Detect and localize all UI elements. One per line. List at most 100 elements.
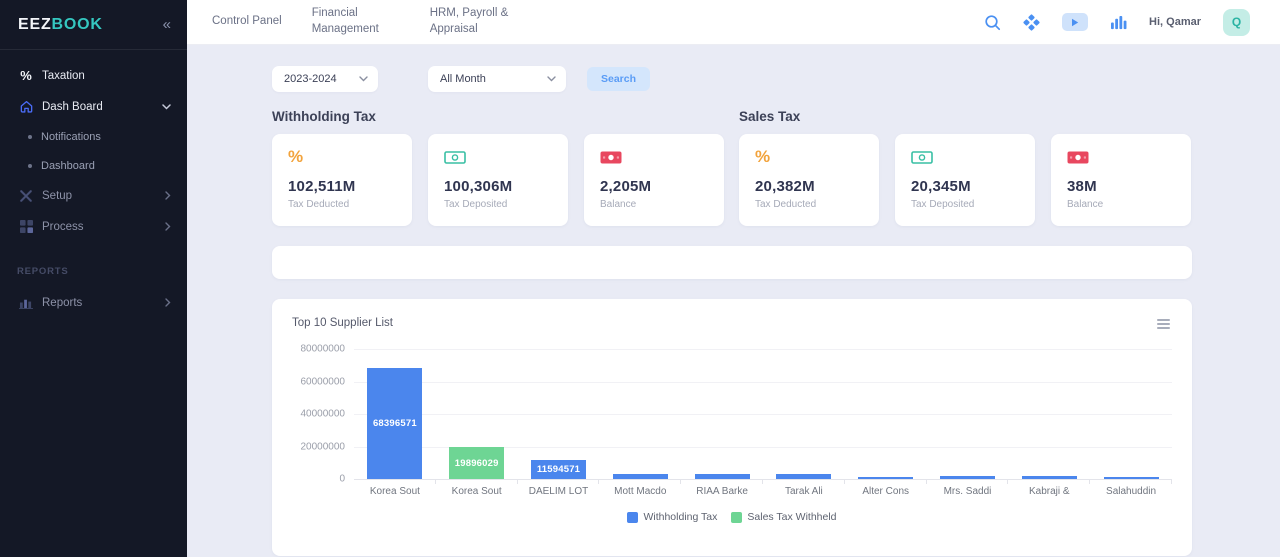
x-axis-category-label: Tarak Ali bbox=[763, 486, 845, 497]
sidebar-section-label: REPORTS bbox=[0, 242, 187, 287]
legend-swatch bbox=[627, 512, 638, 523]
chart-category-cell bbox=[845, 349, 927, 479]
bar-value-label: 19896029 bbox=[449, 458, 504, 469]
banknote-red-icon bbox=[600, 148, 708, 166]
chart-category-cell bbox=[763, 349, 845, 479]
percent-icon: % bbox=[18, 68, 34, 84]
tab-hrm-payroll-appraisal[interactable]: HRM, Payroll & Appraisal bbox=[430, 6, 518, 37]
bullet-icon bbox=[28, 164, 32, 168]
stat-card-tax-deducted: %20,382MTax Deducted bbox=[739, 134, 879, 226]
sidebar-item-label: REPORTS bbox=[17, 266, 69, 277]
stat-label: Tax Deposited bbox=[444, 199, 552, 210]
apps-icon[interactable] bbox=[1023, 14, 1040, 31]
stats-row: Withholding Tax%102,511MTax Deducted100,… bbox=[272, 109, 1192, 226]
chart-title: Top 10 Supplier List bbox=[292, 317, 393, 329]
y-axis-tick-label: 60000000 bbox=[301, 376, 346, 387]
bar-chart: 8000000060000000400000002000000006839657… bbox=[354, 349, 1172, 497]
sidebar-subitem-notifications[interactable]: Notifications bbox=[0, 122, 187, 151]
stat-label: Tax Deposited bbox=[911, 199, 1019, 210]
filter-row: 2023-2024 All Month Search bbox=[272, 66, 1192, 92]
bar-daelim-lot: 11594571 bbox=[531, 460, 586, 479]
search-button[interactable]: Search bbox=[587, 67, 650, 91]
percent-orange-icon: % bbox=[755, 148, 863, 166]
chart-category-cell bbox=[1090, 349, 1172, 479]
month-select[interactable]: All Month bbox=[428, 66, 566, 92]
user-greeting: Hi, Qamar bbox=[1149, 16, 1201, 28]
chart-category-cell bbox=[927, 349, 1009, 479]
chart-header: Top 10 Supplier List bbox=[292, 317, 1172, 331]
x-axis-category-label: Mott Macdo bbox=[599, 486, 681, 497]
x-axis-category-label: DAELIM LOT bbox=[518, 486, 600, 497]
banknote-red-icon bbox=[1067, 148, 1175, 166]
grid-icon bbox=[18, 219, 34, 235]
top-header: Control Panel Financial Management HRM, Pa… bbox=[187, 0, 1280, 45]
section-title: Withholding Tax bbox=[272, 109, 724, 124]
sidebar-item-label: Reports bbox=[42, 297, 165, 309]
chart-category-cell bbox=[1008, 349, 1090, 479]
bar-riaa-barke bbox=[695, 474, 750, 479]
bar-chart-icon bbox=[18, 295, 34, 311]
chart-category-cell: 68396571 bbox=[354, 349, 436, 479]
x-axis-category-label: Korea Sout bbox=[436, 486, 518, 497]
bar-tarak-ali bbox=[776, 474, 831, 479]
year-select[interactable]: 2023-2024 bbox=[272, 66, 378, 92]
tools-icon bbox=[18, 188, 34, 204]
legend-item-withholding-tax[interactable]: Withholding Tax bbox=[627, 511, 717, 523]
sidebar-item-label: Taxation bbox=[42, 70, 171, 82]
sidebar-logo-row: EEZBOOK « bbox=[0, 0, 187, 50]
sidebar-item-label: Dash Board bbox=[42, 101, 162, 113]
tab-financial-management[interactable]: Financial Management bbox=[312, 6, 400, 37]
bar-korea-sout: 68396571 bbox=[367, 368, 422, 479]
stat-card-balance: 2,205MBalance bbox=[584, 134, 724, 226]
bar-korea-sout: 19896029 bbox=[449, 447, 504, 479]
card-row: %20,382MTax Deducted20,345MTax Deposited… bbox=[739, 134, 1191, 226]
sidebar-item-setup[interactable]: Setup bbox=[0, 180, 187, 211]
sidebar-collapse-icon[interactable]: « bbox=[163, 16, 171, 33]
sidebar-item-reports[interactable]: Reports bbox=[0, 287, 187, 318]
bar-kabraji bbox=[1022, 476, 1077, 479]
sidebar-item-label: Process bbox=[42, 221, 165, 233]
chevron-down-icon bbox=[359, 76, 368, 82]
search-icon[interactable] bbox=[984, 14, 1001, 31]
stat-value: 20,382M bbox=[755, 178, 863, 195]
chart-category-cell bbox=[681, 349, 763, 479]
gridline: 0 bbox=[354, 479, 1172, 480]
logo-part-1: EEZ bbox=[18, 16, 52, 33]
chart-category-labels: Korea SoutKorea SoutDAELIM LOTMott Macdo… bbox=[354, 486, 1172, 497]
sidebar-item-taxation[interactable]: % Taxation bbox=[0, 60, 187, 91]
stat-value: 38M bbox=[1067, 178, 1175, 195]
video-icon[interactable] bbox=[1062, 13, 1088, 31]
stat-group-sales-tax: Sales Tax%20,382MTax Deducted20,345MTax … bbox=[739, 109, 1191, 226]
sidebar-subitem-dashboard[interactable]: Dashboard bbox=[0, 151, 187, 180]
stat-group-withholding-tax: Withholding Tax%102,511MTax Deducted100,… bbox=[272, 109, 724, 226]
header-actions: Hi, Qamar Q bbox=[984, 9, 1250, 36]
stats-icon[interactable] bbox=[1110, 15, 1127, 30]
stat-card-tax-deposited: 20,345MTax Deposited bbox=[895, 134, 1035, 226]
sidebar-item-label: Dashboard bbox=[41, 160, 95, 172]
bar-mrs-saddi bbox=[940, 476, 995, 479]
stat-card-balance: 38MBalance bbox=[1051, 134, 1191, 226]
tab-control-panel[interactable]: Control Panel bbox=[212, 14, 282, 30]
user-avatar[interactable]: Q bbox=[1223, 9, 1250, 36]
sidebar-item-dash-board[interactable]: Dash Board bbox=[0, 91, 187, 122]
x-axis-category-label: Salahuddin bbox=[1090, 486, 1172, 497]
x-axis-category-label: Alter Cons bbox=[845, 486, 927, 497]
year-select-value: 2023-2024 bbox=[284, 73, 337, 85]
sidebar-item-process[interactable]: Process bbox=[0, 211, 187, 242]
section-title: Sales Tax bbox=[739, 109, 1191, 124]
bar-value-label: 11594571 bbox=[531, 464, 586, 475]
y-axis-tick-label: 20000000 bbox=[301, 441, 346, 452]
chart-bars: 68396571 19896029 11594571 bbox=[354, 349, 1172, 479]
empty-panel bbox=[272, 246, 1192, 279]
stat-label: Tax Deducted bbox=[288, 199, 396, 210]
chart-menu-icon[interactable] bbox=[1155, 317, 1172, 331]
legend-item-sales-tax-withheld[interactable]: Sales Tax Withheld bbox=[731, 511, 836, 523]
page-content: 2023-2024 All Month Search Withholding T… bbox=[187, 45, 1280, 557]
home-icon bbox=[18, 99, 34, 115]
y-axis-tick-label: 40000000 bbox=[301, 409, 346, 420]
app-logo: EEZBOOK bbox=[18, 16, 103, 34]
sidebar-item-label: Setup bbox=[42, 190, 165, 202]
sidebar-nav: % Taxation Dash Board Notifications Dashboar… bbox=[0, 50, 187, 318]
chart-category-cell: 19896029 bbox=[436, 349, 518, 479]
legend-label: Withholding Tax bbox=[643, 511, 717, 523]
